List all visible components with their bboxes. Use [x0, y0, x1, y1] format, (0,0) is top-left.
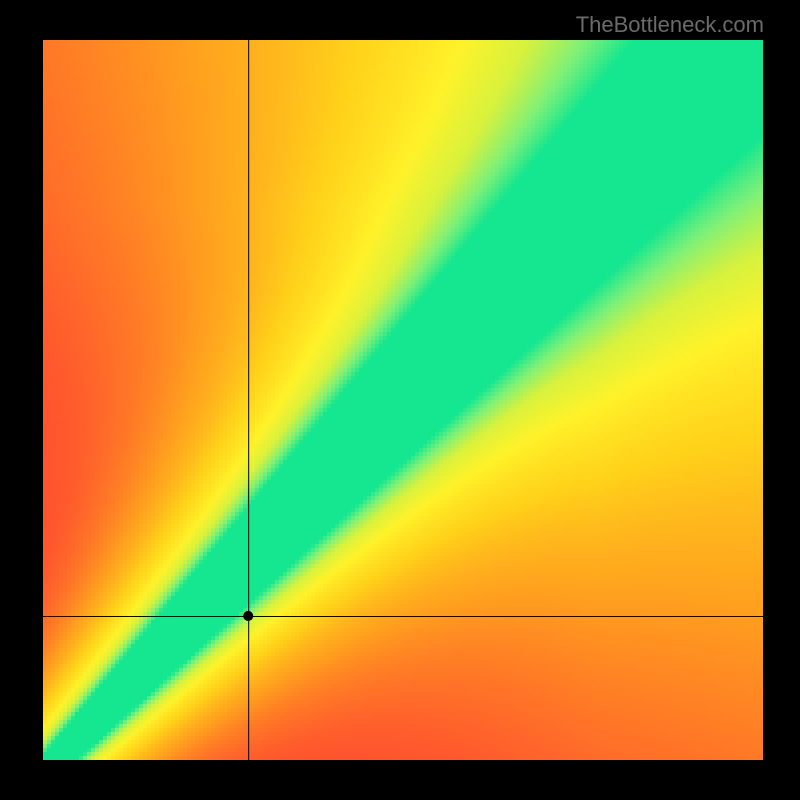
- watermark-text: TheBottleneck.com: [576, 12, 764, 38]
- bottleneck-heatmap: [0, 0, 800, 800]
